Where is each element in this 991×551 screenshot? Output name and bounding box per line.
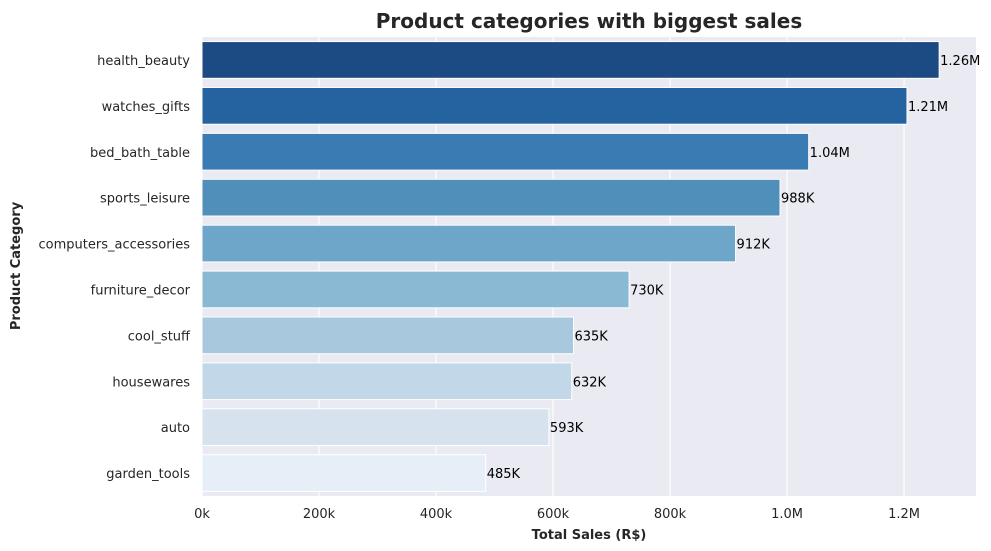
x-tick-label: 0k (194, 507, 210, 522)
x-tick-label: 200k (303, 507, 336, 522)
bar (201, 270, 630, 309)
data-label: 912K (737, 238, 771, 253)
data-labels: 1.26M 1.21M 1.04M 988K 912K 730K 635K 632K 593K 4… (487, 54, 981, 482)
y-tick-labels: health_beauty watches_gifts bed_bath_table… (39, 54, 192, 482)
bar (201, 41, 940, 79)
x-tick-label: 800k (654, 507, 687, 522)
y-tick-label: furniture_decor (91, 283, 191, 298)
y-tick-label: sports_leisure (100, 192, 190, 207)
bar (201, 454, 487, 492)
bar (201, 178, 781, 217)
data-label: 730K (630, 283, 664, 298)
y-tick-label: watches_gifts (102, 100, 191, 115)
y-tick-label: garden_tools (106, 467, 190, 482)
y-axis-label: Product Category (9, 201, 24, 330)
y-tick-label: auto (161, 421, 190, 436)
y-tick-label: bed_bath_table (90, 146, 190, 161)
chart-title: Product categories with biggest sales (376, 9, 803, 33)
data-label: 1.21M (908, 100, 948, 115)
y-tick-label: cool_stuff (128, 329, 191, 344)
x-tick-label: 600k (537, 507, 570, 522)
x-axis-label: Total Sales (R$) (532, 528, 647, 543)
x-tick-label: 1.2M (888, 507, 920, 522)
y-tick-label: health_beauty (97, 54, 190, 69)
y-tick-label: computers_accessories (39, 238, 191, 253)
data-label: 1.04M (810, 146, 850, 161)
data-label: 635K (574, 329, 608, 344)
bar (201, 132, 810, 171)
x-tick-label: 1.0M (771, 507, 803, 522)
y-tick-label: housewares (112, 375, 190, 390)
bar (201, 362, 573, 401)
data-label: 1.26M (940, 54, 980, 69)
bar (201, 408, 550, 447)
x-tick-label: 400k (420, 507, 453, 522)
bar (201, 224, 737, 263)
x-tick-labels: 0k 200k 400k 600k 800k 1.0M 1.2M (194, 507, 920, 522)
data-label: 988K (781, 192, 815, 207)
bar (201, 86, 908, 125)
bars (201, 41, 940, 492)
data-label: 593K (550, 421, 584, 436)
data-label: 632K (573, 375, 607, 390)
bar (201, 316, 574, 355)
data-label: 485K (487, 467, 521, 482)
